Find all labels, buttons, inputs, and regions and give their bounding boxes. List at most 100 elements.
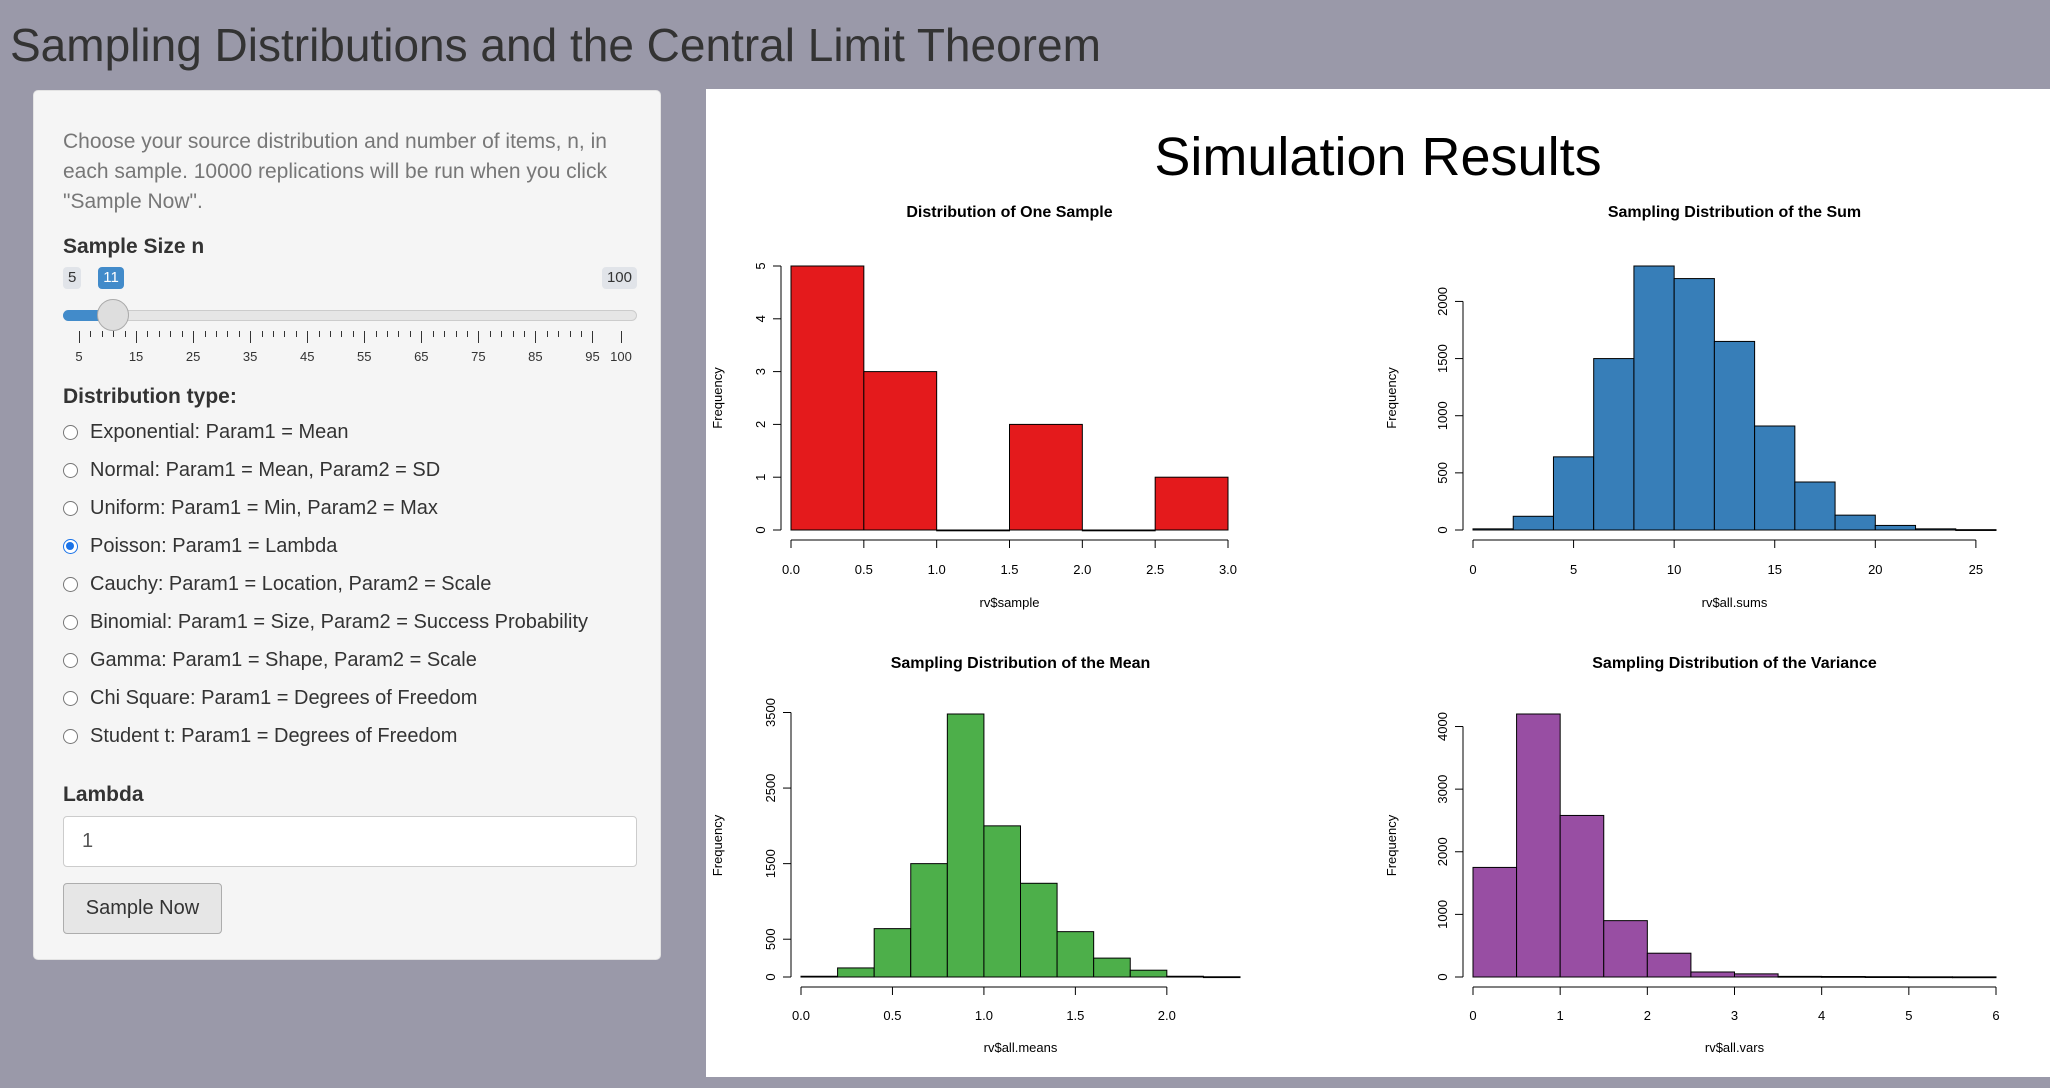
x-tick-label: 0 xyxy=(1469,1008,1476,1023)
radio-button[interactable] xyxy=(63,576,78,592)
histogram-bar xyxy=(1009,423,1083,531)
x-axis-label: rv$all.sums xyxy=(1702,595,1768,610)
slider-tick xyxy=(90,331,92,337)
y-tick-label: 1 xyxy=(753,474,768,481)
slider-tick xyxy=(524,331,525,337)
radio-label: Poisson: Param1 = Lambda xyxy=(90,534,338,557)
y-tick-label: 3 xyxy=(753,368,768,375)
slider-tick-label: 45 xyxy=(299,349,315,364)
lambda-input[interactable] xyxy=(63,816,637,867)
histogram-bar xyxy=(1955,529,1997,531)
y-tick-label: 1500 xyxy=(763,849,778,878)
slider-tick xyxy=(113,331,115,337)
sample-size-slider[interactable]: 5 100 11 5 15 25 35 45 55 65 75 85 95 100 xyxy=(63,267,637,367)
histogram-bar xyxy=(1633,265,1675,531)
slider-tick-label: 5 xyxy=(75,349,83,364)
radio-button[interactable] xyxy=(63,500,78,516)
y-tick-label: 500 xyxy=(763,928,778,950)
slider-tick xyxy=(535,331,537,343)
histogram-bar xyxy=(1690,971,1736,978)
y-tick-label: 1500 xyxy=(1435,344,1450,373)
x-axis-label: rv$all.vars xyxy=(1705,1040,1765,1055)
plot-title: Simulation Results xyxy=(1154,127,1602,187)
radio-label: Gamma: Param1 = Shape, Param2 = Scale xyxy=(90,648,477,671)
histogram-bar xyxy=(1516,713,1561,978)
slider-tick xyxy=(193,331,195,343)
radio-button[interactable] xyxy=(63,728,78,744)
y-tick-label: 0 xyxy=(763,973,778,980)
radio-label: Cauchy: Param1 = Location, Param2 = Scal… xyxy=(90,572,492,595)
histogram-bar xyxy=(1166,975,1204,978)
histogram-bar xyxy=(1472,528,1514,531)
radio-button[interactable] xyxy=(63,424,78,440)
slider-track[interactable] xyxy=(63,310,637,321)
radio-binomial[interactable]: Binomial: Param1 = Size, Param2 = Succes… xyxy=(63,607,588,637)
slider-tick-label: 25 xyxy=(185,349,201,364)
histogram-bar xyxy=(1821,975,1866,978)
radio-label: Binomial: Param1 = Size, Param2 = Succes… xyxy=(90,610,588,633)
histogram-bar xyxy=(1874,524,1917,531)
radio-chi-square[interactable]: Chi Square: Param1 = Degrees of Freedom xyxy=(63,683,477,713)
histogram-bar xyxy=(946,713,985,978)
x-tick-label: 0.5 xyxy=(883,1008,901,1023)
slider-tick xyxy=(341,331,343,337)
histogram-bar xyxy=(1093,957,1131,978)
radio-label: Uniform: Param1 = Min, Param2 = Max xyxy=(90,496,438,519)
radio-exponential[interactable]: Exponential: Param1 = Mean xyxy=(63,417,349,447)
slider-tick-label: 85 xyxy=(528,349,543,364)
radio-gamma[interactable]: Gamma: Param1 = Shape, Param2 = Scale xyxy=(63,645,477,675)
histogram-bar xyxy=(936,529,1011,532)
radio-button-selected[interactable] xyxy=(63,538,78,554)
x-tick-label: 1.0 xyxy=(975,1008,993,1023)
histogram-bar xyxy=(1915,528,1957,531)
radio-poisson[interactable]: Poisson: Param1 = Lambda xyxy=(63,531,337,561)
radio-button[interactable] xyxy=(63,614,78,630)
x-tick-label: 1.0 xyxy=(928,562,946,577)
y-tick-label: 0 xyxy=(1435,973,1450,980)
radio-uniform[interactable]: Uniform: Param1 = Min, Param2 = Max xyxy=(63,493,438,523)
histogram-bar xyxy=(910,863,948,978)
slider-handle[interactable] xyxy=(97,299,130,331)
radio-student-t[interactable]: Student t: Param1 = Degrees of Freedom xyxy=(63,721,457,751)
app-title: Sampling Distributions and the Central L… xyxy=(10,19,1101,71)
sample-now-button[interactable]: Sample Now xyxy=(63,883,222,934)
histogram-bar xyxy=(1834,514,1876,531)
radio-button[interactable] xyxy=(63,462,78,478)
y-tick-label: 500 xyxy=(1435,462,1450,484)
radio-cauchy[interactable]: Cauchy: Param1 = Location, Param2 = Scal… xyxy=(63,569,491,599)
histogram-bar xyxy=(1559,814,1605,978)
x-tick-label: 0.0 xyxy=(792,1008,810,1023)
y-tick-label: 4000 xyxy=(1435,712,1450,741)
slider-tick xyxy=(272,331,274,337)
y-tick-label: 5 xyxy=(753,262,768,269)
y-tick-label: 3500 xyxy=(763,698,778,727)
slider-tick xyxy=(124,331,126,337)
x-tick-label: 4 xyxy=(1818,1008,1825,1023)
y-tick-label: 2500 xyxy=(763,774,778,803)
slider-tick-label: 55 xyxy=(357,349,372,364)
radio-button[interactable] xyxy=(63,652,78,668)
histogram-title: Sampling Distribution of the Variance xyxy=(1592,655,1877,672)
radio-label: Normal: Param1 = Mean, Param2 = SD xyxy=(90,458,441,481)
histogram-bar xyxy=(1794,481,1836,531)
slider-tick xyxy=(284,331,286,337)
y-axis-label: Frequency xyxy=(710,814,725,876)
histogram-bar xyxy=(1472,866,1518,978)
y-tick-label: 1000 xyxy=(1435,401,1450,430)
histogram-bar xyxy=(1864,976,1910,978)
x-tick-label: 2 xyxy=(1644,1008,1651,1023)
slider-tick xyxy=(101,331,103,337)
x-tick-label: 5 xyxy=(1905,1008,1912,1023)
slider-tick xyxy=(558,331,560,337)
slider-tick xyxy=(215,331,217,337)
x-axis-label: rv$sample xyxy=(980,595,1040,610)
x-tick-label: 1.5 xyxy=(1000,562,1018,577)
radio-button[interactable] xyxy=(63,690,78,706)
histogram-bar xyxy=(1734,973,1779,978)
slider-tick xyxy=(569,331,571,337)
intro-text: Choose your source distribution and numb… xyxy=(63,130,607,213)
radio-normal[interactable]: Normal: Param1 = Mean, Param2 = SD xyxy=(63,455,440,485)
histogram-bar xyxy=(863,371,938,531)
x-tick-label: 0.0 xyxy=(782,562,800,577)
slider-tick xyxy=(478,331,480,343)
